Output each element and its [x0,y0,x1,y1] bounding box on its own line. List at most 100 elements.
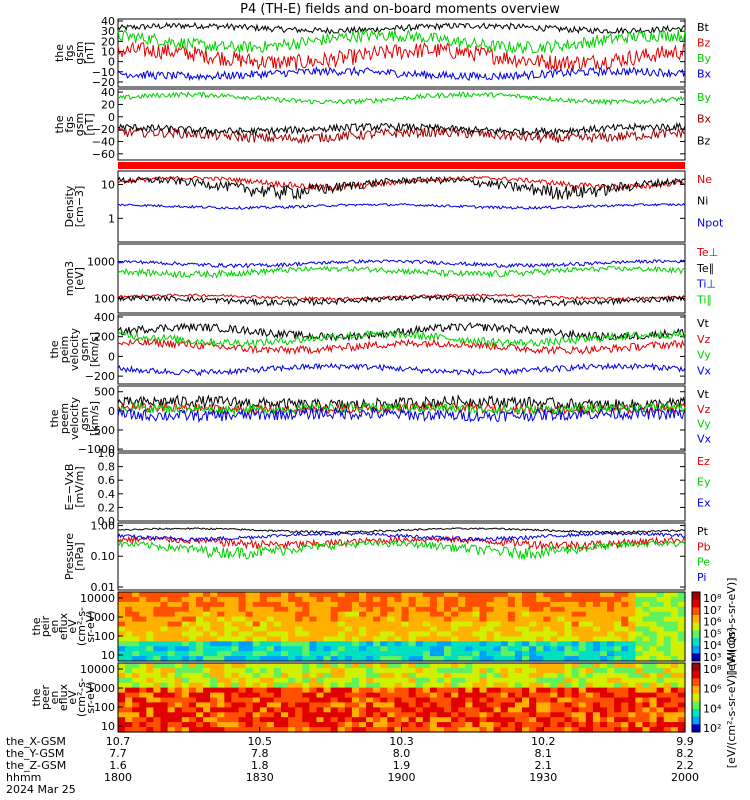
spectrogram-cell [472,646,481,652]
spectrogram-cell [146,707,154,713]
spectrogram-cell [514,596,523,603]
spectrogram-cell [188,667,197,674]
spectrogram-cell [557,722,566,728]
spectrogram-cell [394,667,403,674]
spectrogram-cell [628,682,636,689]
spectrogram-cell [514,663,523,669]
spectrogram-cell [146,636,154,642]
spectrogram-cell [351,727,360,733]
spectrogram-cell [217,663,225,669]
spectrogram-cell [592,606,601,613]
spectrogram-cell [564,687,573,694]
spectrogram-cell [238,616,247,623]
spectrogram-cell [564,677,573,684]
spectrogram-cell [118,601,126,608]
spectrogram-cell [529,707,537,713]
spectrogram-cell [387,672,395,679]
spectrogram-cell [344,621,353,628]
spectrogram-cell [649,606,658,613]
spectrogram-cell [266,727,275,733]
y-tick-label: 20 [101,98,115,111]
spectrogram-cell [578,712,587,718]
spectrogram-cell [394,663,403,669]
spectrogram-cell [125,663,133,669]
spectrogram-cell [174,592,183,598]
y-tick-label: 40 [101,86,115,99]
spectrogram-cell [677,672,686,679]
spectrogram-cell [366,621,374,628]
y-tick-label: −20 [92,123,115,136]
spectrogram-cell [564,631,573,637]
spectrogram-cell [387,663,395,669]
spectrogram-cell [210,636,218,642]
spectrogram-cell [394,592,403,598]
spectrogram-cell [174,722,183,728]
spectrogram-cell [642,677,651,684]
spectrogram-cell [373,687,381,694]
spectrogram-cell [415,636,424,642]
spectrogram-cell [486,641,495,647]
spectrogram-cell [153,663,162,669]
spectrogram-cell [366,641,374,647]
spectrogram-cell [323,626,332,632]
spectrogram-cell [259,707,268,713]
spectrogram-cell [231,707,240,713]
spectrogram-cell [288,717,296,723]
spectrogram-cell [203,702,211,708]
spectrogram-cell [479,712,488,718]
spectrogram-cell [210,712,218,718]
spectrogram-cell [529,646,537,652]
spectrogram-cell [351,722,360,728]
spectrogram-cell [273,626,282,632]
spectrogram-cell [153,697,162,703]
spectrogram-cell [231,596,240,603]
spectrogram-cell [366,692,374,699]
spectrogram-cell [330,697,339,703]
spectrogram-cell [118,636,126,642]
spectrogram-cell [536,707,544,713]
spectrogram-cell [585,641,594,647]
spectrogram-cell [139,682,147,689]
spectrogram-cell [281,682,289,689]
spectrogram-cell [132,692,140,699]
colorbar-label: [eV/(cm²-s-sr-eV)] [725,578,738,676]
spectrogram-cell [415,601,424,608]
spectrogram-cell [160,592,169,598]
spectrogram-cell [288,692,296,699]
spectrogram-cell [217,682,225,689]
spectrogram-cell [196,727,204,733]
spectrogram-cell [366,651,374,657]
spectrogram-cell [465,697,473,703]
y-tick-label: −40 [92,135,115,148]
spectrogram-cell [536,616,544,623]
spectrogram-cell [380,667,388,674]
spectrogram-cell [337,651,346,657]
spectrogram-cell [600,722,608,728]
spectrogram-cell [451,606,459,613]
spectrogram-cell [118,663,126,669]
spectrogram-cell [160,651,169,657]
x-axis-row-label: the_Y-GSM [6,747,64,760]
spectrogram-cell [188,663,197,669]
spectrogram-cell [196,626,204,632]
spectrogram-cell [118,651,126,657]
spectrogram-cell [507,651,516,657]
spectrogram-cell [266,631,275,637]
spectrogram-cell [401,697,410,703]
spectrogram-cell [451,601,459,608]
spectrogram-cell [174,601,183,608]
spectrogram-cell [436,717,445,723]
spectrogram-cell [146,601,154,608]
colorbar-segment [692,653,700,662]
spectrogram-cell [585,687,594,694]
x-axis-row-label: the_Z-GSM [6,759,66,772]
spectrogram-cell [252,601,261,608]
spectrogram-cell [394,687,403,694]
spectrogram-cell [507,672,516,679]
spectrogram-cell [436,621,445,628]
spectrogram-cell [344,656,353,662]
spectrogram-cell [330,692,339,699]
spectrogram-cell [444,651,452,657]
spectrogram-cell [677,692,686,699]
spectrogram-cell [543,606,551,613]
